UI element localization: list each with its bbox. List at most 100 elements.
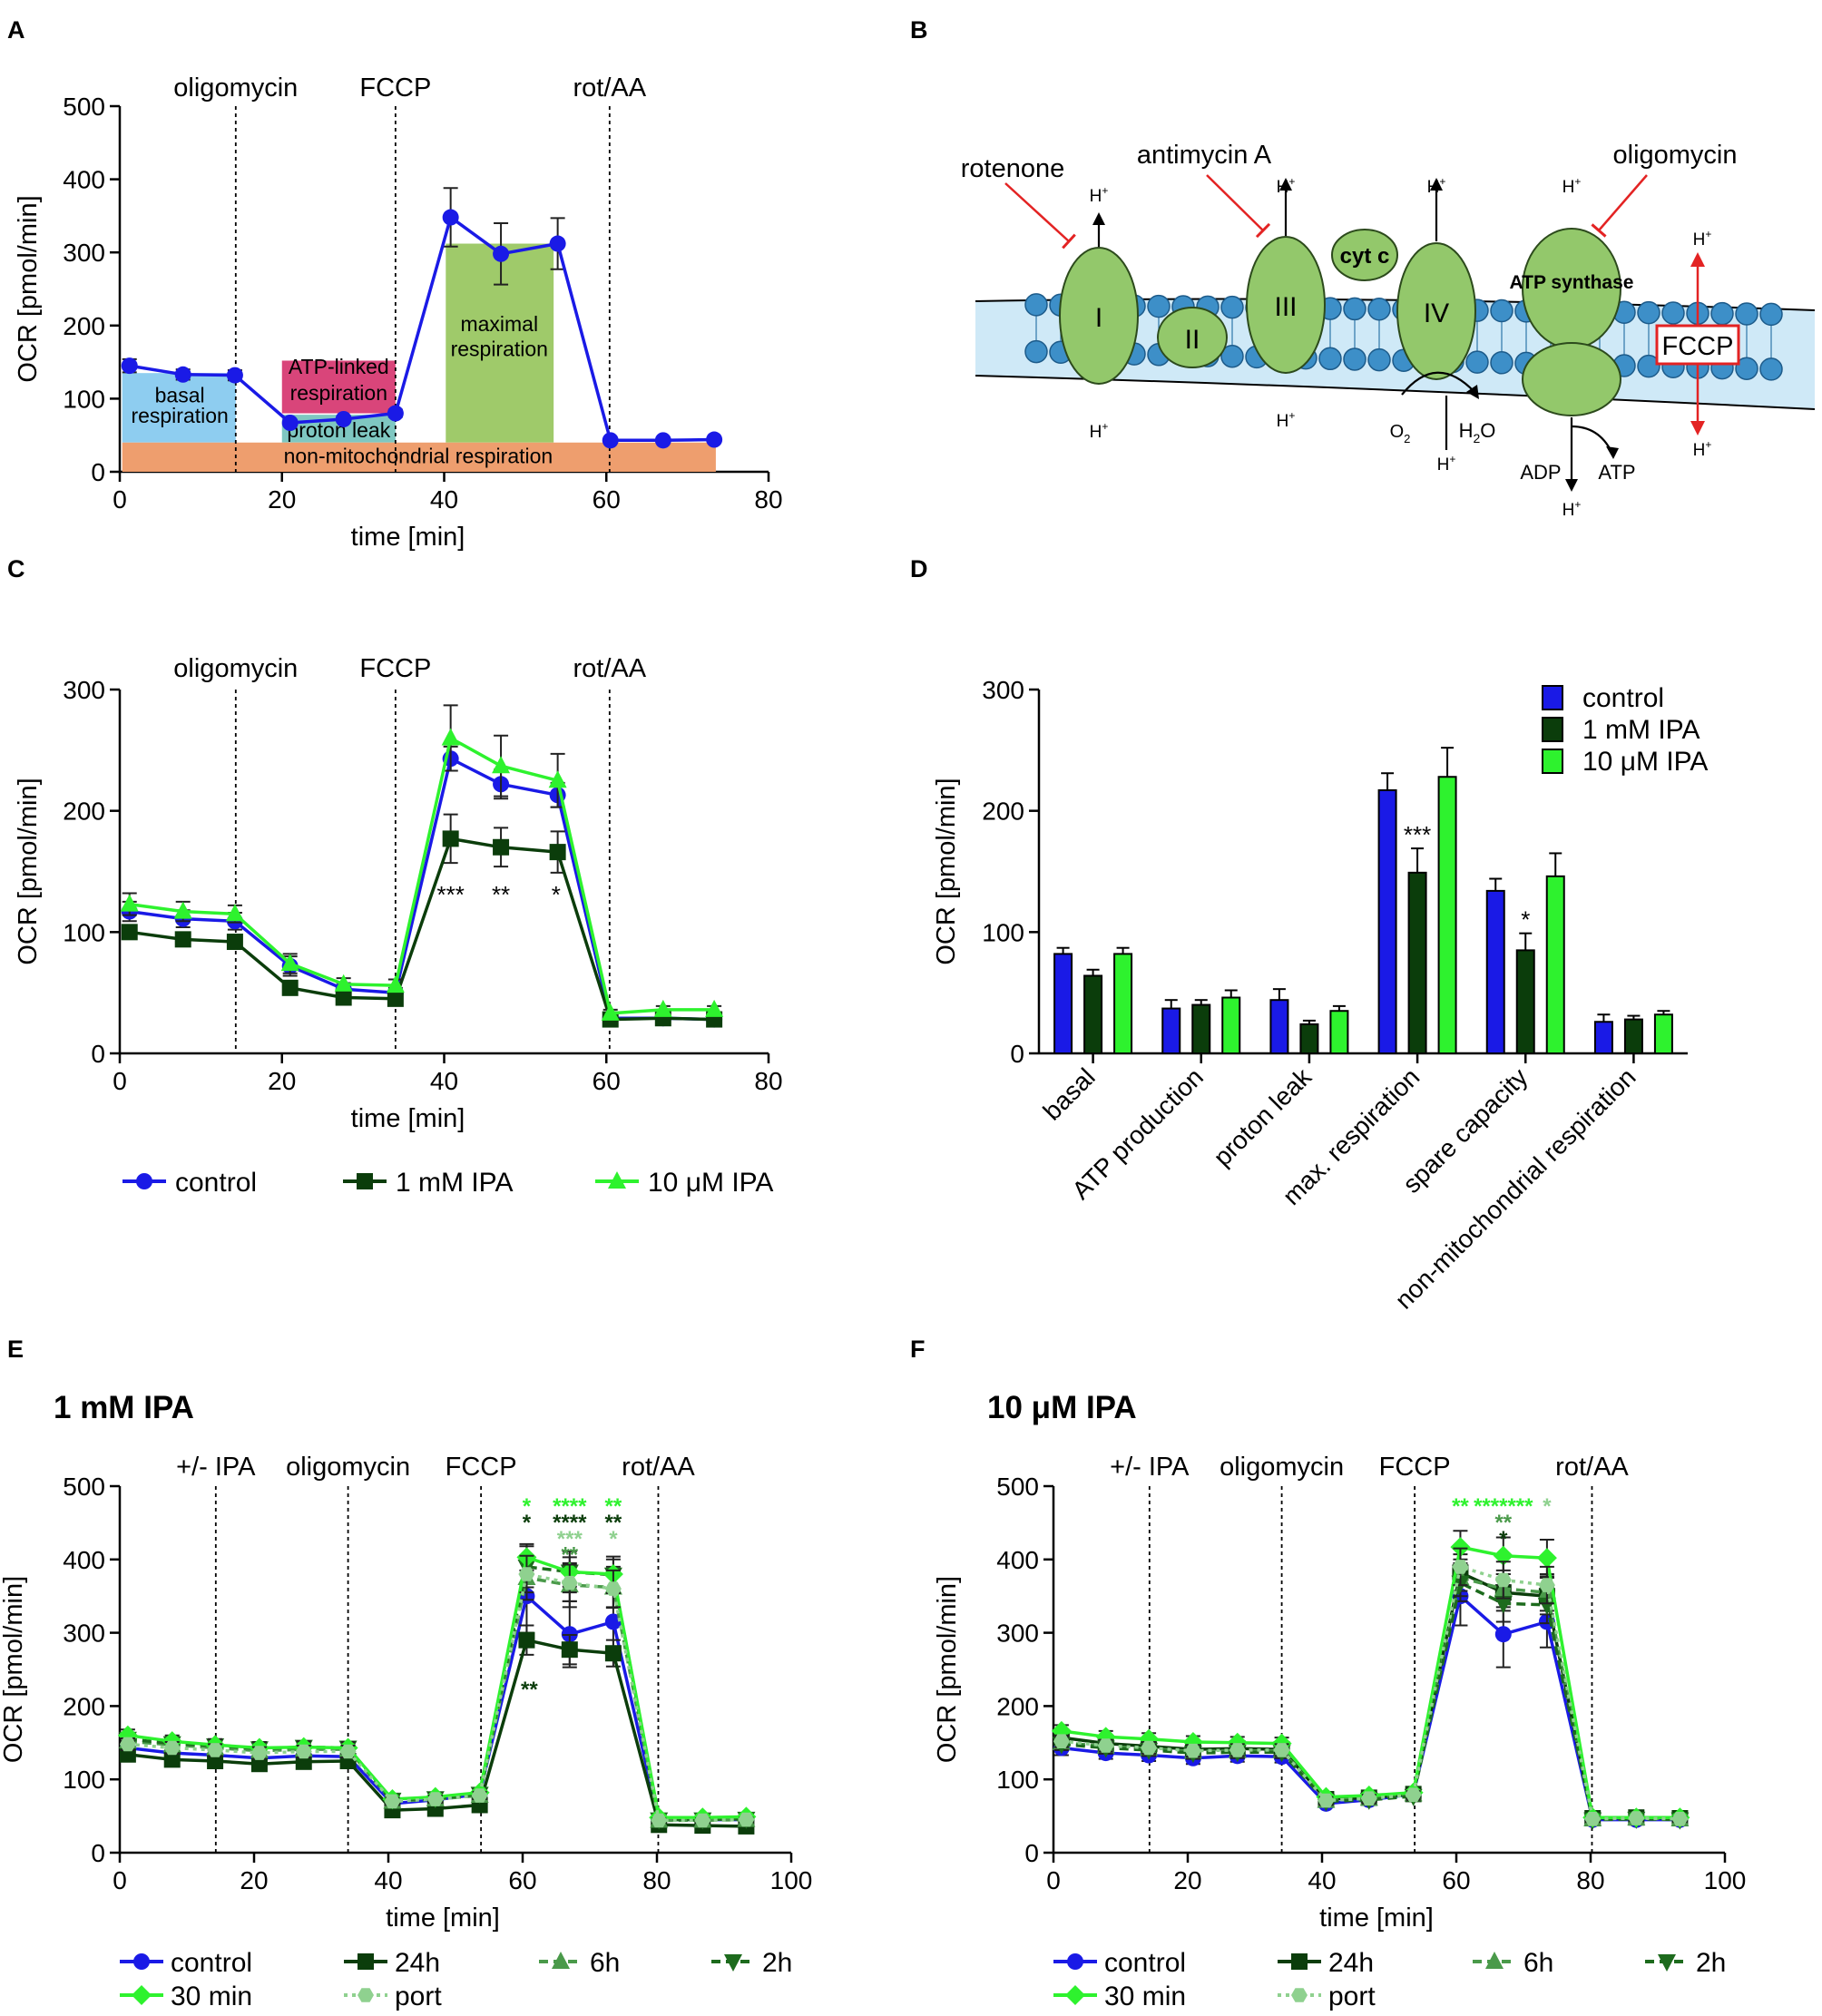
bar [1407, 871, 1427, 1054]
proton-label: H+ [1437, 453, 1456, 475]
data-point [549, 235, 566, 252]
data-point [518, 1567, 535, 1581]
data-point [1291, 1988, 1308, 2002]
y-tick-label: 500 [996, 1473, 1039, 1501]
series-6h [118, 1554, 756, 1828]
injection-label: rot/AA [573, 654, 647, 683]
legend-label: 30 min [171, 1982, 252, 2011]
inhibitor-line [1206, 174, 1264, 231]
data-point [1628, 1811, 1645, 1825]
proton-label: H+ [1277, 175, 1296, 197]
significance-label: ** [492, 881, 510, 908]
bar [1515, 949, 1535, 1054]
legend-label: 2h [762, 1948, 792, 1978]
data-point [518, 1631, 535, 1649]
data-point [250, 1746, 268, 1760]
complex-ii [1157, 307, 1228, 368]
x-axis-label: time [min] [1319, 1903, 1434, 1933]
data-point [1494, 1626, 1512, 1643]
region-box [122, 442, 716, 472]
data-point [163, 1751, 181, 1768]
region-label: respiration [451, 338, 548, 361]
legend-label: control [1104, 1948, 1186, 1978]
category-label: basal [1038, 1062, 1101, 1125]
y-tick-label: 0 [91, 1839, 105, 1867]
panel-f: 0 100 200 300 400 500 0 20 40 60 80 100 +/- IPA oligo… [933, 1390, 1746, 2011]
data-point [335, 410, 352, 427]
proton-label: H+ [1277, 409, 1296, 431]
y-tick-label: 300 [63, 1620, 105, 1648]
y-tick-label: 200 [63, 798, 105, 826]
inhibitor-line [1004, 182, 1070, 242]
significance-label: ******* [1474, 1494, 1533, 1519]
proton-label: H+ [1693, 228, 1712, 250]
data-point [225, 904, 244, 922]
injection-label: FCCP [359, 73, 431, 103]
data-point [281, 414, 299, 431]
reaction-arrow [1401, 371, 1475, 396]
data-point [548, 770, 567, 788]
legend-label: control [171, 1948, 252, 1978]
fccp-label: FCCP [1662, 332, 1734, 361]
series-line [129, 837, 715, 1022]
series-line [129, 757, 715, 1022]
x-tick-label: 20 [268, 485, 296, 514]
complex-label: ATP synthase [1510, 272, 1634, 293]
x-tick-label: 60 [1442, 1866, 1470, 1894]
y-tick-label: 300 [982, 676, 1024, 704]
y-tick-label: 300 [63, 676, 105, 704]
data-point [1184, 1743, 1201, 1758]
complex-iii [1246, 236, 1326, 374]
data-point [174, 931, 191, 948]
adp-label: ADP [1520, 461, 1561, 484]
data-point [121, 924, 138, 941]
injection-label: rot/AA [622, 1453, 695, 1482]
data-point [602, 432, 619, 449]
bar [1221, 996, 1241, 1054]
data-point [173, 901, 192, 919]
significance-label: ** [561, 1543, 578, 1568]
bar [1191, 1003, 1211, 1054]
y-axis-label: OCR [pmol/min] [14, 778, 43, 964]
y-tick-label: 0 [1024, 1839, 1039, 1867]
significance-label: *** [436, 881, 464, 908]
legend: control 1 mM IPA 10 μM IPA [122, 1168, 773, 1198]
inhibitor-label: oligomycin [1613, 141, 1738, 170]
legend: control 24h 6h 2h 30 min port [1053, 1948, 1726, 2011]
significance-label: * [1499, 1527, 1508, 1551]
y-tick-label: 0 [91, 1040, 105, 1068]
legend-label: 2h [1696, 1948, 1726, 1978]
significance-label: * [523, 1511, 532, 1535]
series-line [129, 736, 715, 1015]
data-point [1067, 1953, 1083, 1970]
lipid-head [1318, 347, 1342, 371]
significance-label: ** [1452, 1494, 1469, 1519]
data-point [651, 1813, 668, 1828]
data-point [1536, 1548, 1557, 1569]
panel-letter-b: B [910, 16, 928, 44]
bar [1437, 776, 1457, 1054]
panel-e: 0 100 200 300 400 500 0 20 40 60 80 100 +/- IPA oligo… [0, 1390, 812, 2011]
data-point [226, 367, 243, 384]
cytochrome-c [1331, 229, 1398, 281]
data-point [561, 1641, 578, 1659]
x-tick-label: 0 [113, 1866, 127, 1894]
x-tick-label: 20 [1173, 1866, 1201, 1894]
data-point [426, 1792, 444, 1806]
x-tick-label: 80 [642, 1866, 671, 1894]
inhibitor-label: rotenone [961, 154, 1065, 183]
reaction-arrow [1571, 425, 1612, 453]
series-30-min [1051, 1530, 1690, 1828]
data-point [561, 1575, 578, 1590]
legend-label: control [175, 1168, 257, 1198]
legend-label: control [1582, 683, 1664, 713]
y-tick-label: 200 [982, 798, 1024, 826]
x-tick-label: 80 [754, 1067, 782, 1095]
legend-label: 6h [590, 1948, 620, 1978]
data-point [442, 830, 459, 847]
bar [1113, 953, 1133, 1054]
data-point [653, 999, 672, 1017]
data-point [1053, 1734, 1070, 1748]
injection-label: +/- IPA [1110, 1453, 1190, 1482]
